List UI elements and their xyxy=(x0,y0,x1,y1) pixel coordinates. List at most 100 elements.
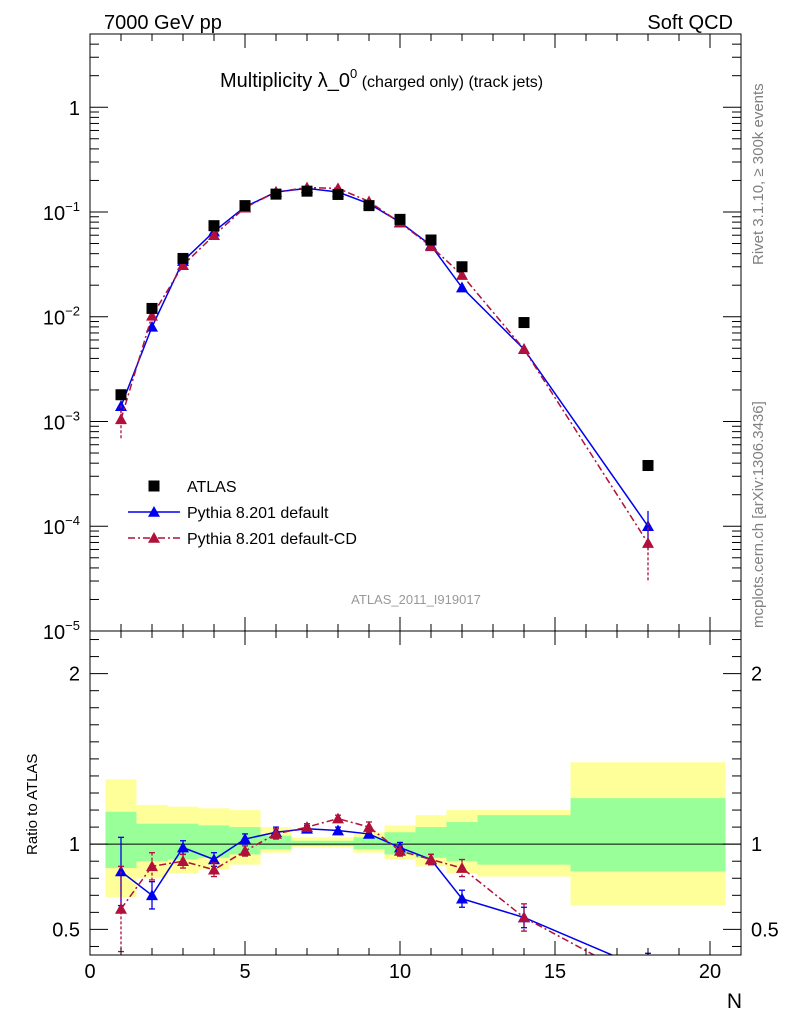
main-point-cd xyxy=(115,413,127,425)
ratio-y-tick-label-right: 2 xyxy=(751,664,762,686)
main-point-cd xyxy=(456,269,468,280)
ratio-point-default xyxy=(332,824,344,836)
main-point-atlas xyxy=(208,220,220,232)
ratio-point-default xyxy=(146,889,158,901)
main-y-tick-exponent: −2 xyxy=(65,304,80,319)
main-point-atlas xyxy=(363,200,375,212)
main-point-atlas xyxy=(301,185,313,197)
main-point-cd xyxy=(642,537,654,548)
main-point-atlas xyxy=(332,188,344,200)
ratio-y-tick-label: 0.5 xyxy=(52,919,80,941)
main-point-cd xyxy=(177,259,189,271)
main-point-default xyxy=(146,320,158,332)
legend-marker xyxy=(148,532,160,543)
main-y-tick-label: 10−2 xyxy=(43,304,80,330)
ratio-point-default xyxy=(363,827,375,839)
x-tick-label: 20 xyxy=(699,961,721,983)
main-y-tick-base: 1 xyxy=(69,98,80,120)
ratio-point-cd xyxy=(456,862,468,873)
ratio-band-green xyxy=(260,835,292,850)
main-point-atlas xyxy=(518,317,530,329)
main-point-atlas xyxy=(425,234,437,246)
ratio-point-cd xyxy=(115,902,127,914)
ratio-band-green xyxy=(570,798,726,872)
chart-title-rest: (charged only) (track jets) xyxy=(357,74,543,91)
main-point-atlas xyxy=(146,302,158,314)
ratio-point-cd xyxy=(642,978,654,989)
ratio-point-default xyxy=(642,964,654,975)
ratio-band-green xyxy=(322,840,354,846)
main-y-tick-base: 10 xyxy=(43,203,65,225)
legend-marker xyxy=(148,506,160,517)
main-series-line-default xyxy=(120,187,649,527)
main-y-tick-label: 10−5 xyxy=(43,618,80,644)
main-y-tick-base: 10 xyxy=(43,517,65,539)
ratio-y-tick-label: 2 xyxy=(69,664,80,686)
main-point-cd xyxy=(146,309,158,321)
main-y-tick-exponent: −1 xyxy=(65,199,80,214)
ratio-point-cd xyxy=(363,821,375,832)
main-y-tick-label: 1 xyxy=(69,98,80,120)
ratio-point-default xyxy=(115,865,127,877)
ratio-series-group xyxy=(115,812,654,989)
main-point-atlas xyxy=(115,389,127,401)
main-point-cd xyxy=(518,343,530,354)
legend-marker-atlas xyxy=(148,480,160,492)
ratio-ylabel: Ratio to ATLAS xyxy=(24,754,41,855)
ratio-point-cd xyxy=(332,812,344,824)
ratio-point-cd xyxy=(518,911,530,923)
ratio-y-tick-label-right: 0.5 xyxy=(751,919,779,941)
ratio-y-tick-label-right: 1 xyxy=(751,834,762,856)
ratio-point-default xyxy=(177,841,189,853)
ratio-band-green xyxy=(477,815,571,865)
legend: ATLAS Pythia 8.201 default Pythia 8.201 de… xyxy=(128,479,357,548)
ratio-band-green xyxy=(353,837,385,850)
x-axis-label: N xyxy=(727,990,742,1013)
x-tick-label: 15 xyxy=(544,961,566,983)
main-marks xyxy=(115,181,654,583)
ratio-panel: 0 5 10 15 20 0.5 0.5 1 1 2 2 Ratio to ATLAS N xyxy=(24,630,779,1013)
main-y-tick-exponent: −4 xyxy=(65,513,80,528)
ratio-series-line-cd xyxy=(120,817,596,955)
ratio-y-tick-label: 1 xyxy=(69,834,80,856)
rivet-label: Rivet 3.1.10, ≥ 300k events xyxy=(750,83,767,265)
legend-label: Pythia 8.201 default xyxy=(187,505,329,522)
chart-title-sup: 0 xyxy=(350,66,357,81)
main-point-atlas xyxy=(270,188,282,200)
ratio-point-default xyxy=(456,892,468,904)
main-series-line-cd xyxy=(120,186,649,544)
main-axes: 110−110−210−310−410−5 xyxy=(43,33,742,644)
legend-label: Pythia 8.201 default-CD xyxy=(187,531,357,548)
ratio-band-green xyxy=(291,840,323,846)
header-left: 7000 GeV pp xyxy=(104,12,222,34)
main-point-atlas xyxy=(456,261,468,273)
main-point-default xyxy=(456,281,468,293)
main-panel: 110−110−210−310−410−5 Multiplicity λ_00 … xyxy=(43,33,742,644)
main-y-tick-exponent: −5 xyxy=(65,618,80,633)
x-tick-label: 5 xyxy=(239,961,250,983)
x-tick-label: 10 xyxy=(389,961,411,983)
watermark: ATLAS_2011_I919017 xyxy=(351,592,481,607)
ratio-point-default xyxy=(239,833,251,844)
main-y-tick-base: 10 xyxy=(43,308,65,330)
legend-label: ATLAS xyxy=(187,479,237,496)
mcplots-label: mcplots.cern.ch [arXiv:1306.3436] xyxy=(750,401,767,628)
main-point-cd xyxy=(208,229,220,241)
ratio-axes: 0 5 10 15 20 0.5 0.5 1 1 2 2 xyxy=(52,631,779,983)
header-right: Soft QCD xyxy=(647,12,733,34)
main-y-tick-label: 10−3 xyxy=(43,408,80,434)
ratio-point-cd xyxy=(208,863,220,875)
main-y-tick-base: 10 xyxy=(43,622,65,644)
main-point-atlas xyxy=(239,200,251,212)
ratio-point-cd xyxy=(301,821,313,832)
main-point-default xyxy=(642,520,654,532)
ratio-series-line-default xyxy=(120,828,614,955)
ratio-point-cd xyxy=(425,853,437,865)
ratio-point-cd xyxy=(394,844,406,856)
ratio-band-green xyxy=(446,821,478,862)
main-y-tick-label: 10−1 xyxy=(43,199,80,225)
ratio-point-cd xyxy=(146,860,158,872)
main-point-cd xyxy=(425,240,437,252)
chart-title: Multiplicity λ_00 (charged only) (track … xyxy=(220,66,543,92)
